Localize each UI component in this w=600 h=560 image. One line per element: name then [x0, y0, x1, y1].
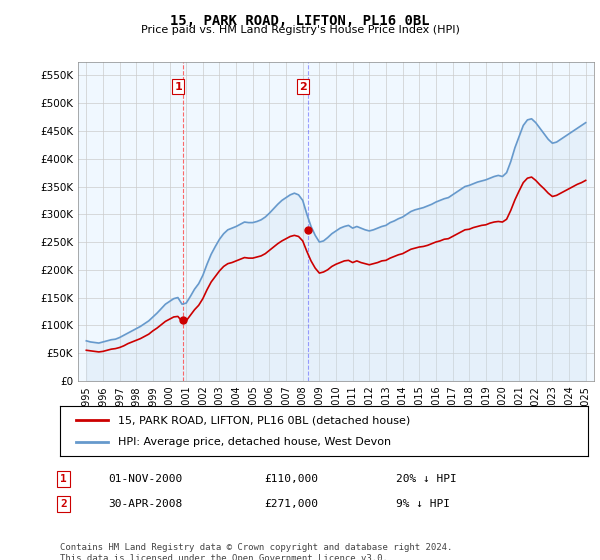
Text: 15, PARK ROAD, LIFTON, PL16 0BL: 15, PARK ROAD, LIFTON, PL16 0BL	[170, 14, 430, 28]
Text: 20% ↓ HPI: 20% ↓ HPI	[396, 474, 457, 484]
Text: HPI: Average price, detached house, West Devon: HPI: Average price, detached house, West…	[118, 437, 391, 447]
Text: £110,000: £110,000	[264, 474, 318, 484]
Text: 1: 1	[175, 82, 182, 92]
Text: Price paid vs. HM Land Registry's House Price Index (HPI): Price paid vs. HM Land Registry's House …	[140, 25, 460, 35]
Text: 9% ↓ HPI: 9% ↓ HPI	[396, 499, 450, 509]
Text: 15, PARK ROAD, LIFTON, PL16 0BL (detached house): 15, PARK ROAD, LIFTON, PL16 0BL (detache…	[118, 415, 410, 425]
Text: 2: 2	[60, 499, 67, 509]
Text: Contains HM Land Registry data © Crown copyright and database right 2024.
This d: Contains HM Land Registry data © Crown c…	[60, 543, 452, 560]
Text: 01-NOV-2000: 01-NOV-2000	[108, 474, 182, 484]
Text: 30-APR-2008: 30-APR-2008	[108, 499, 182, 509]
Text: 2: 2	[299, 82, 307, 92]
Text: £271,000: £271,000	[264, 499, 318, 509]
Text: 1: 1	[60, 474, 67, 484]
